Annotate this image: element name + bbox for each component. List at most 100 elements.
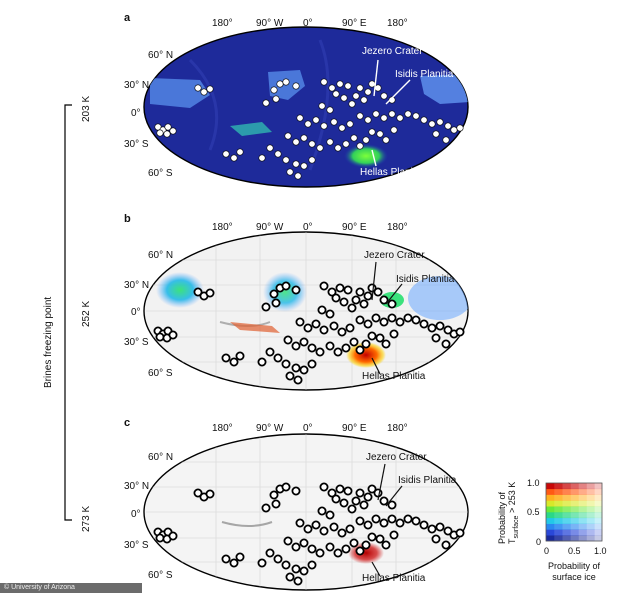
sample-site-marker (235, 552, 245, 562)
legend-cell (570, 535, 579, 542)
sample-site-marker (379, 496, 389, 506)
sample-site-marker (341, 544, 351, 554)
sample-site-marker (345, 524, 355, 534)
legend-cell (578, 517, 587, 524)
sample-site-marker (325, 341, 335, 351)
sample-site-marker (436, 118, 444, 126)
sample-site-marker (363, 319, 373, 329)
legend-cell (570, 529, 579, 536)
sample-site-marker (342, 140, 350, 148)
level-273k: 273 K (81, 505, 92, 532)
sample-site-marker (442, 136, 450, 144)
sample-site-marker (443, 526, 453, 536)
sample-site-marker (273, 554, 283, 564)
sample-site-marker (404, 110, 412, 118)
sample-site-marker (331, 293, 341, 303)
sample-site-marker (303, 524, 313, 534)
legend-cell (570, 500, 579, 507)
sample-site-marker (229, 357, 239, 367)
map-panel-a (143, 26, 469, 188)
legend-x-title: Probability of surface ice (547, 561, 601, 582)
sample-site-marker (194, 84, 202, 92)
sample-site-marker (367, 331, 377, 341)
label-jezero-crater-a: Jezero Crater (362, 46, 423, 57)
sample-site-marker (291, 542, 301, 552)
sample-site-marker (262, 99, 270, 107)
sample-site-marker (364, 116, 372, 124)
sample-site-marker (339, 498, 349, 508)
sample-site-marker (169, 127, 177, 135)
legend-cell (586, 535, 595, 542)
sample-site-marker (318, 102, 326, 110)
legend-cell (578, 529, 587, 536)
label-isidis-planitia-b: Isidis Planitia (396, 274, 455, 285)
sample-site-marker (293, 576, 303, 586)
sample-site-marker (294, 172, 302, 180)
sample-site-marker (325, 510, 335, 520)
sample-site-marker (411, 516, 421, 526)
sample-site-marker (395, 518, 405, 528)
label-hellas-planitia-a: Hellas Planitia (360, 167, 424, 178)
sample-site-marker (291, 564, 301, 574)
sample-site-marker (257, 558, 267, 568)
sample-site-marker (345, 323, 355, 333)
legend-cell (562, 517, 571, 524)
sample-site-marker (371, 514, 381, 524)
sample-site-marker (427, 524, 437, 534)
sample-site-marker (205, 288, 215, 298)
sample-site-marker (360, 96, 368, 104)
sample-site-marker (338, 124, 346, 132)
sample-site-marker (235, 351, 245, 361)
sample-site-marker (299, 566, 309, 576)
sample-sites-panel-c (153, 482, 465, 586)
sample-site-marker (351, 496, 361, 506)
sample-site-marker (293, 375, 303, 385)
legend-cell (594, 483, 603, 490)
sample-site-marker (352, 92, 360, 100)
sample-site-marker (193, 287, 203, 297)
sample-site-marker (320, 122, 328, 130)
sample-site-marker (266, 144, 274, 152)
sample-site-marker (261, 503, 271, 513)
sample-site-marker (427, 323, 437, 333)
image-credit: © University of Arizona (0, 583, 142, 593)
legend-cell (554, 494, 563, 501)
sample-site-marker (444, 122, 452, 130)
sample-site-marker (380, 114, 388, 122)
sample-site-marker (329, 321, 339, 331)
label-hellas-planitia-b: Hellas Planitia (362, 371, 426, 382)
sample-site-marker (380, 92, 388, 100)
sample-site-marker (307, 560, 317, 570)
sample-site-marker (286, 168, 294, 176)
legend-cell (546, 529, 555, 536)
sample-site-marker (355, 345, 365, 355)
sample-site-marker (292, 160, 300, 168)
sample-site-marker (325, 309, 335, 319)
sample-site-marker (431, 534, 441, 544)
sample-site-marker (381, 339, 391, 349)
sample-site-marker (343, 486, 353, 496)
sample-site-marker (373, 488, 383, 498)
sample-site-marker (419, 520, 429, 530)
sample-site-marker (229, 558, 239, 568)
legend-cell (562, 535, 571, 542)
legend-cell (546, 500, 555, 507)
sample-site-marker (443, 325, 453, 335)
sample-site-marker (265, 548, 275, 558)
sample-site-marker (341, 343, 351, 353)
legend-y-title: Probability of Tsurface > 253 K (497, 481, 520, 544)
sample-site-marker (283, 335, 293, 345)
sample-site-marker (362, 136, 370, 144)
sample-site-marker (168, 330, 178, 340)
sample-site-marker (355, 546, 365, 556)
legend-cell (562, 483, 571, 490)
map-panel-c (143, 433, 469, 591)
sample-site-marker (335, 484, 345, 494)
sample-sites-panel-b (153, 281, 465, 385)
sample-site-marker (333, 347, 343, 357)
sample-site-marker (432, 130, 440, 138)
legend-cell (562, 494, 571, 501)
legend-cell (570, 517, 579, 524)
sample-site-marker (373, 287, 383, 297)
sample-site-marker (403, 514, 413, 524)
